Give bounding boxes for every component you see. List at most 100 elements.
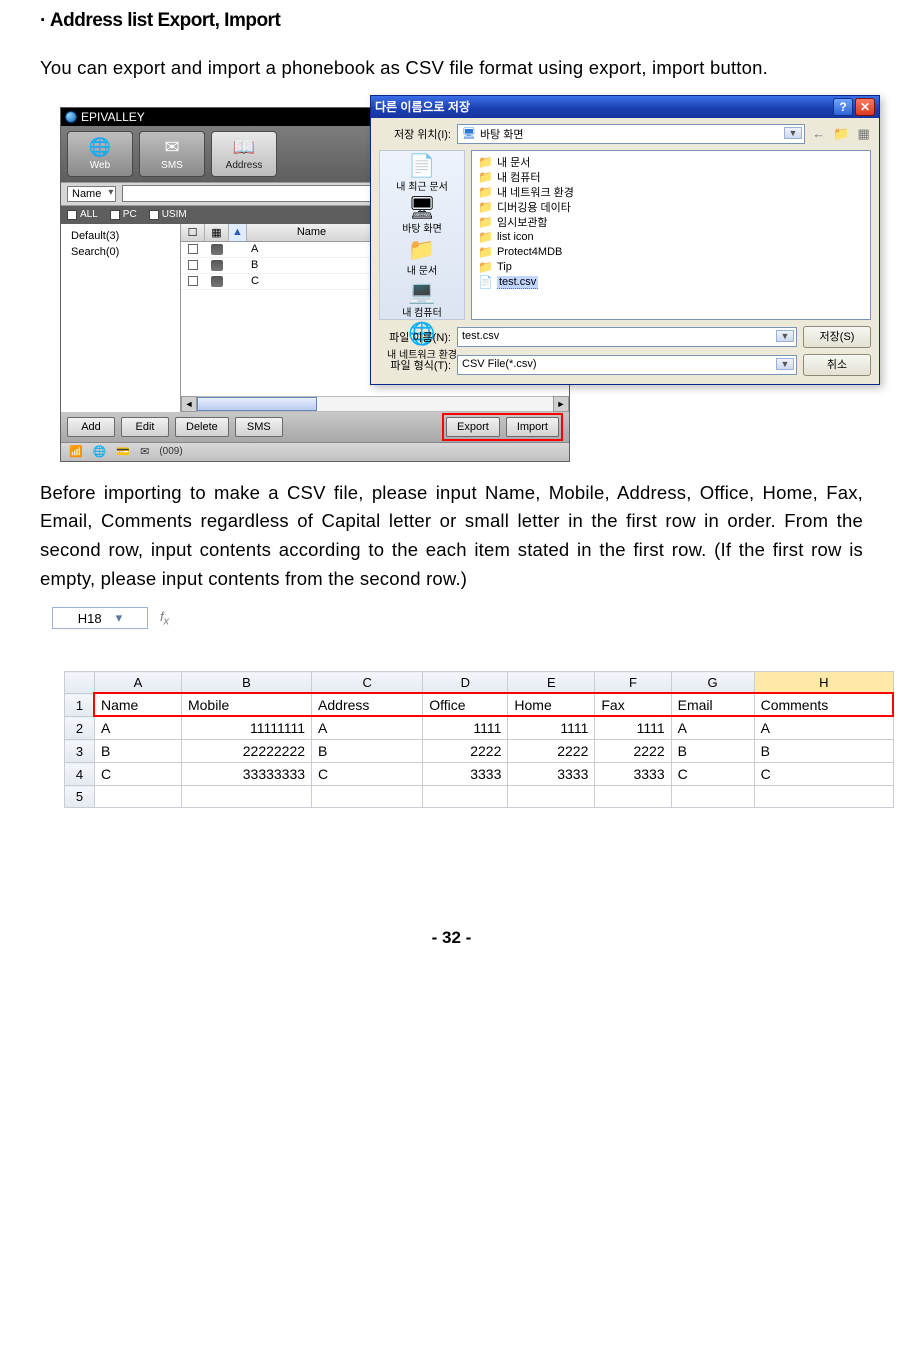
file-entry[interactable]: 📁list icon [478, 230, 864, 245]
sms-button[interactable]: SMS [235, 417, 283, 437]
place-mydocs[interactable]: 📁 내 문서 [407, 239, 437, 277]
file-entry[interactable]: 📁디버깅용 데이타 [478, 200, 864, 215]
scroll-thumb[interactable] [197, 397, 317, 411]
col-header[interactable]: B [181, 672, 311, 694]
cell[interactable]: 22222222 [181, 740, 311, 763]
cell[interactable]: 11111111 [181, 717, 311, 740]
col-header[interactable]: A [95, 672, 182, 694]
scroll-left-icon[interactable]: ◄ [181, 396, 197, 412]
close-button[interactable]: ✕ [855, 98, 875, 116]
help-button[interactable]: ? [833, 98, 853, 116]
cell[interactable]: 1111 [508, 717, 595, 740]
row-header[interactable]: 3 [65, 740, 95, 763]
cell[interactable]: 1111 [423, 717, 508, 740]
cell[interactable] [671, 786, 754, 808]
save-location-combo[interactable]: 🖥 바탕 화면 [457, 124, 805, 144]
col-header[interactable]: F [595, 672, 671, 694]
col-header[interactable]: C [312, 672, 423, 694]
cell[interactable]: 3333 [595, 763, 671, 786]
file-entry[interactable]: 📁내 문서 [478, 155, 864, 170]
file-entry[interactable]: 📁Tip [478, 260, 864, 275]
col-header[interactable]: H [754, 672, 893, 694]
cell[interactable]: B [95, 740, 182, 763]
up-icon[interactable]: 📁 [833, 126, 849, 142]
cell[interactable]: C [671, 763, 754, 786]
cell[interactable]: 3333 [508, 763, 595, 786]
fx-icon[interactable]: fx [160, 609, 169, 628]
cell[interactable]: Home [508, 694, 595, 717]
cell[interactable] [95, 786, 182, 808]
row-header[interactable]: 5 [65, 786, 95, 808]
row-header[interactable]: 2 [65, 717, 95, 740]
tab-address[interactable]: 📖 Address [211, 131, 277, 177]
cell[interactable]: C [312, 763, 423, 786]
filetype-combo[interactable]: CSV File(*.csv) [457, 355, 797, 375]
col-header[interactable]: D [423, 672, 508, 694]
cell[interactable] [754, 786, 893, 808]
cell[interactable]: A [95, 717, 182, 740]
place-recent[interactable]: 📄 내 최근 문서 [396, 155, 448, 193]
tab-web[interactable]: 🌐 Web [67, 131, 133, 177]
cell[interactable]: 1111 [595, 717, 671, 740]
cell[interactable] [181, 786, 311, 808]
cell[interactable]: Fax [595, 694, 671, 717]
view-icon[interactable]: ▦ [857, 126, 869, 142]
cell[interactable] [312, 786, 423, 808]
cell[interactable]: Office [423, 694, 508, 717]
cell[interactable]: Name [95, 694, 182, 717]
file-entry[interactable]: 📁내 컴퓨터 [478, 170, 864, 185]
col-name[interactable]: Name [247, 224, 377, 241]
cell[interactable]: 3333 [423, 763, 508, 786]
cell[interactable]: C [95, 763, 182, 786]
file-entry[interactable]: 📁임시보관함 [478, 215, 864, 230]
col-header[interactable]: E [508, 672, 595, 694]
file-entry[interactable]: 📄test.csv [478, 275, 864, 290]
cell[interactable] [595, 786, 671, 808]
group-tree[interactable]: Default(3) Search(0) [61, 224, 181, 412]
tree-default[interactable]: Default(3) [71, 228, 176, 244]
add-button[interactable]: Add [67, 417, 115, 437]
row-check[interactable] [188, 276, 198, 286]
file-entry[interactable]: 📁Protect4MDB [478, 245, 864, 260]
tree-search[interactable]: Search(0) [71, 244, 176, 260]
scroll-right-icon[interactable]: ► [553, 396, 569, 412]
cell[interactable]: B [312, 740, 423, 763]
cell[interactable]: B [754, 740, 893, 763]
cell[interactable]: A [312, 717, 423, 740]
back-icon[interactable]: ← [812, 126, 825, 142]
row-header[interactable]: 1 [65, 694, 95, 717]
col-check[interactable]: ☐ [181, 224, 205, 241]
cancel-button[interactable]: 취소 [803, 354, 871, 376]
import-button[interactable]: Import [506, 417, 559, 437]
export-button[interactable]: Export [446, 417, 500, 437]
col-header[interactable]: G [671, 672, 754, 694]
tab-sms[interactable]: ✉ SMS [139, 131, 205, 177]
search-field-combo[interactable]: Name [67, 186, 116, 202]
row-check[interactable] [188, 260, 198, 270]
file-entry[interactable]: 📁내 네트워크 환경 [478, 185, 864, 200]
horizontal-scrollbar[interactable]: ◄ ► [181, 396, 569, 412]
row-header[interactable]: 4 [65, 763, 95, 786]
cell[interactable]: A [671, 717, 754, 740]
save-button[interactable]: 저장(S) [803, 326, 871, 348]
cell[interactable]: Address [312, 694, 423, 717]
col-store[interactable]: ▦ [205, 224, 229, 241]
place-mycomputer[interactable]: 💻 내 컴퓨터 [402, 281, 442, 319]
cell[interactable]: 2222 [423, 740, 508, 763]
cell[interactable]: A [754, 717, 893, 740]
cell[interactable]: Mobile [181, 694, 311, 717]
cell[interactable]: 33333333 [181, 763, 311, 786]
delete-button[interactable]: Delete [175, 417, 229, 437]
col-sort[interactable]: ▲ [229, 224, 247, 241]
cell[interactable]: Comments [754, 694, 893, 717]
place-desktop[interactable]: 🖥 바탕 화면 [402, 197, 442, 235]
cell[interactable]: B [671, 740, 754, 763]
filter-all[interactable]: ALL [67, 209, 98, 220]
file-list[interactable]: 📁내 문서📁내 컴퓨터📁내 네트워크 환경📁디버깅용 데이타📁임시보관함📁lis… [471, 150, 871, 320]
cell[interactable]: C [754, 763, 893, 786]
row-check[interactable] [188, 244, 198, 254]
filename-input[interactable]: test.csv [457, 327, 797, 347]
name-box[interactable]: H18 ▾ [52, 607, 148, 629]
cell[interactable] [508, 786, 595, 808]
cell[interactable]: 2222 [595, 740, 671, 763]
